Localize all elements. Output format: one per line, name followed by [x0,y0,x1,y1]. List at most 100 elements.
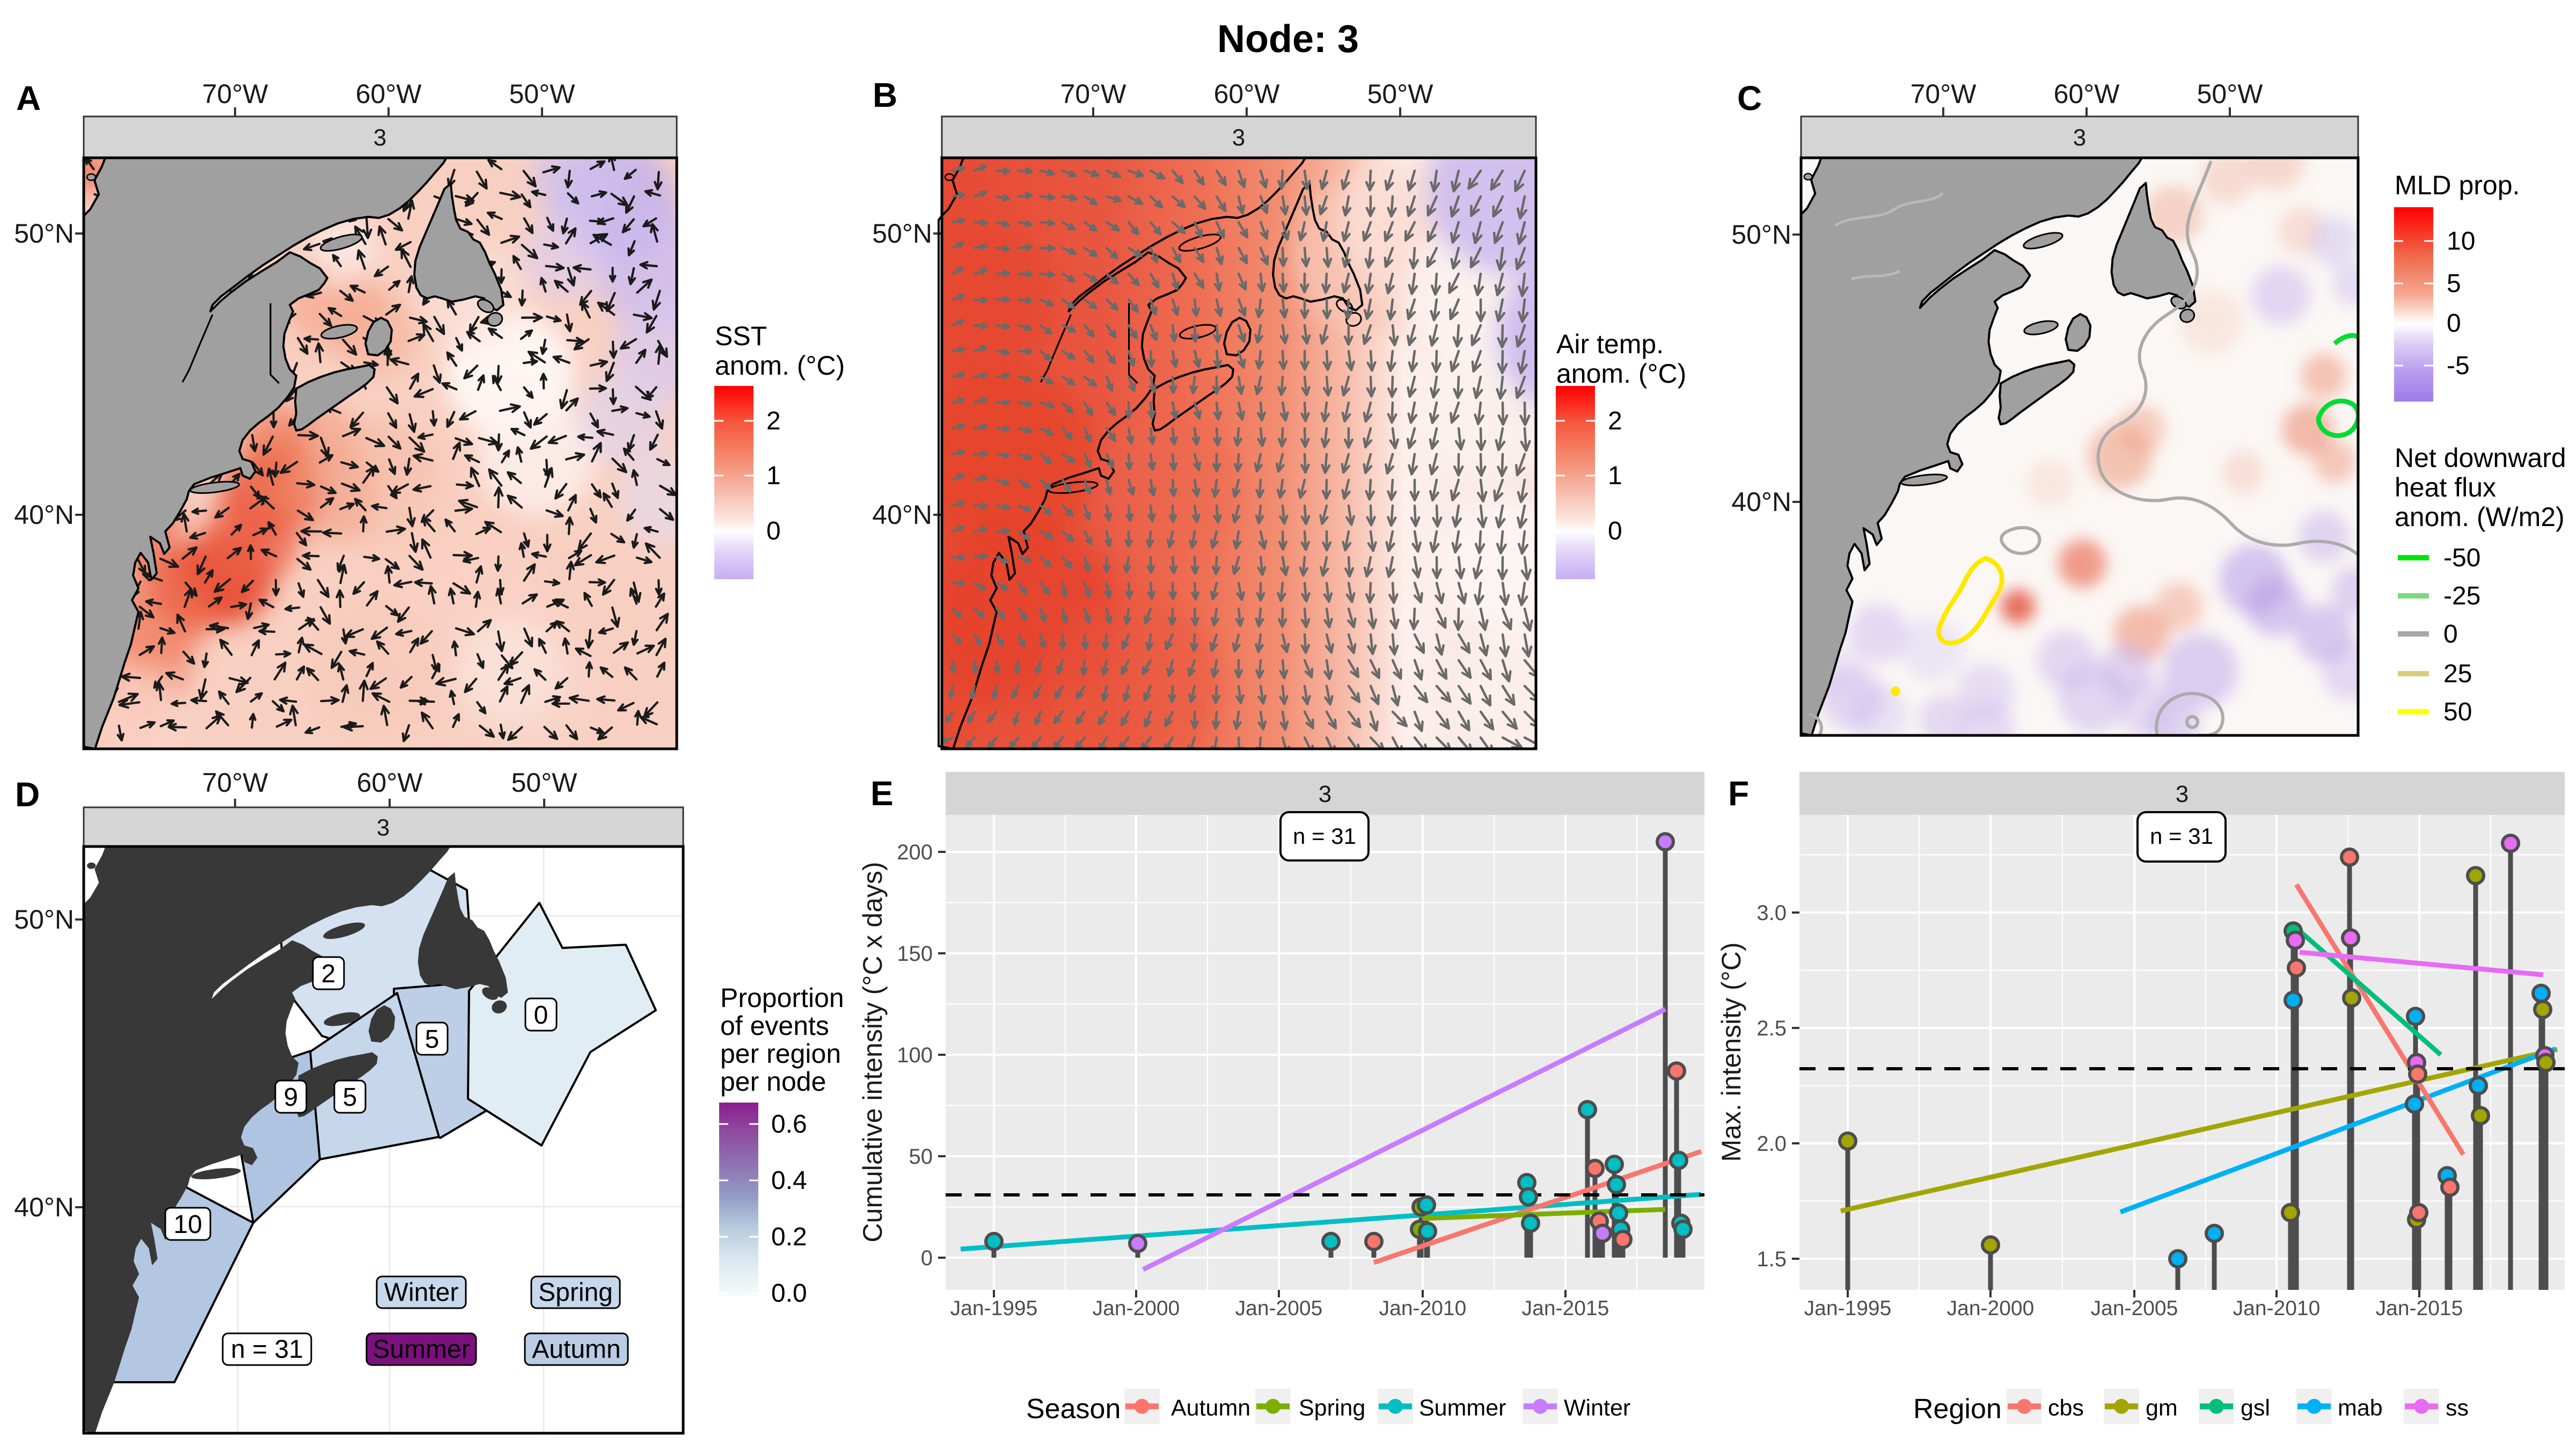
svg-text:of events: of events [720,1011,829,1041]
svg-text:cbs: cbs [2048,1395,2084,1421]
svg-text:B: B [873,76,897,114]
svg-text:Jan-2000: Jan-2000 [1947,1297,2035,1320]
svg-text:Jan-2010: Jan-2010 [2233,1297,2321,1320]
svg-text:50°W: 50°W [1367,79,1434,109]
svg-text:50°N: 50°N [14,218,74,249]
svg-text:Region: Region [1913,1393,2002,1425]
svg-text:5: 5 [2447,269,2461,298]
svg-text:anom. (W/m2): anom. (W/m2) [2395,502,2565,532]
svg-text:0: 0 [2447,309,2461,338]
svg-text:per node: per node [720,1067,826,1097]
svg-text:40°N: 40°N [14,1192,74,1222]
svg-text:2: 2 [1608,407,1622,435]
svg-text:Jan-2000: Jan-2000 [1093,1297,1180,1320]
svg-text:Proportion: Proportion [720,983,844,1013]
svg-text:E: E [870,774,894,813]
svg-text:Spring: Spring [1299,1395,1365,1421]
svg-text:2.5: 2.5 [1757,1017,1787,1040]
svg-text:50°N: 50°N [1731,220,1791,250]
svg-text:50°W: 50°W [2197,79,2264,109]
svg-text:Jan-2005: Jan-2005 [1235,1297,1323,1320]
svg-text:Winter: Winter [384,1279,459,1307]
svg-text:SST: SST [715,321,767,351]
svg-text:10: 10 [173,1210,202,1239]
svg-text:5: 5 [343,1083,357,1112]
svg-text:70°W: 70°W [1911,79,1977,109]
svg-text:50: 50 [2443,698,2472,726]
svg-text:3: 3 [374,125,386,151]
svg-text:n = 31: n = 31 [2150,823,2213,849]
svg-text:heat flux: heat flux [2395,472,2496,502]
svg-text:Winter: Winter [1564,1395,1630,1421]
svg-text:25: 25 [2443,660,2472,688]
svg-text:40°N: 40°N [14,500,74,530]
svg-text:60°W: 60°W [356,79,422,109]
svg-text:Season: Season [1026,1393,1121,1425]
svg-text:40°N: 40°N [872,500,932,530]
svg-text:anom. (°C): anom. (°C) [1556,359,1686,389]
svg-text:Spring: Spring [538,1279,613,1307]
svg-text:Max. intensity (°C): Max. intensity (°C) [1716,943,1746,1162]
svg-text:gsl: gsl [2241,1395,2270,1421]
svg-text:-25: -25 [2443,582,2480,610]
svg-text:50: 50 [909,1145,933,1169]
svg-text:50°N: 50°N [14,904,74,935]
svg-text:Air temp.: Air temp. [1556,329,1664,359]
svg-text:gm: gm [2146,1395,2178,1421]
svg-text:3.0: 3.0 [1757,901,1787,925]
svg-text:Autumn: Autumn [1171,1395,1250,1421]
svg-text:0: 0 [921,1246,933,1270]
svg-text:0: 0 [2443,620,2458,648]
svg-text:1: 1 [1608,462,1622,490]
svg-text:MLD prop.: MLD prop. [2395,170,2520,200]
svg-text:A: A [16,79,41,118]
svg-text:Summer: Summer [372,1336,470,1364]
svg-text:Jan-2015: Jan-2015 [1522,1297,1609,1320]
svg-text:Jan-1995: Jan-1995 [1804,1297,1892,1320]
svg-text:per region: per region [720,1039,841,1069]
svg-text:50°W: 50°W [509,79,576,109]
svg-text:70°W: 70°W [202,768,269,798]
svg-text:0: 0 [534,1001,548,1030]
svg-text:10: 10 [2447,227,2475,256]
svg-text:5: 5 [425,1025,440,1054]
svg-text:1.5: 1.5 [1757,1247,1787,1271]
svg-text:Summer: Summer [1419,1395,1506,1421]
svg-text:70°W: 70°W [1060,79,1127,109]
svg-text:-5: -5 [2447,352,2470,380]
svg-text:3: 3 [1319,781,1331,807]
svg-text:2: 2 [321,960,336,988]
svg-text:50°N: 50°N [872,218,932,249]
svg-text:n = 31: n = 31 [1293,823,1356,849]
svg-text:F: F [1728,774,1749,813]
svg-text:C: C [1737,79,1762,118]
svg-text:0.6: 0.6 [771,1110,807,1139]
svg-text:ss: ss [2446,1395,2469,1421]
svg-text:0: 0 [766,517,781,545]
svg-text:60°W: 60°W [357,768,423,798]
svg-text:150: 150 [897,942,933,966]
svg-text:3: 3 [1232,125,1245,151]
svg-text:3: 3 [2073,125,2086,151]
svg-text:-50: -50 [2443,544,2480,572]
svg-text:0.4: 0.4 [771,1166,807,1195]
svg-text:Cumulative intensity (°C x day: Cumulative intensity (°C x days) [858,862,888,1242]
svg-text:100: 100 [897,1044,933,1067]
svg-text:60°W: 60°W [1214,79,1280,109]
svg-text:40°N: 40°N [1731,487,1791,517]
svg-text:D: D [15,775,40,814]
svg-text:3: 3 [2176,781,2189,807]
svg-text:anom. (°C): anom. (°C) [715,351,845,381]
svg-text:50°W: 50°W [511,768,578,798]
svg-text:0: 0 [1608,517,1622,545]
svg-text:0.2: 0.2 [771,1223,807,1251]
svg-text:9: 9 [284,1083,298,1112]
svg-text:2: 2 [766,407,781,435]
svg-text:Jan-2010: Jan-2010 [1379,1297,1467,1320]
svg-text:60°W: 60°W [2054,79,2120,109]
svg-text:Jan-2015: Jan-2015 [2376,1297,2463,1320]
svg-text:n = 31: n = 31 [231,1336,303,1364]
svg-text:200: 200 [897,841,933,864]
svg-text:Jan-1995: Jan-1995 [950,1297,1038,1320]
svg-text:3: 3 [377,815,390,841]
